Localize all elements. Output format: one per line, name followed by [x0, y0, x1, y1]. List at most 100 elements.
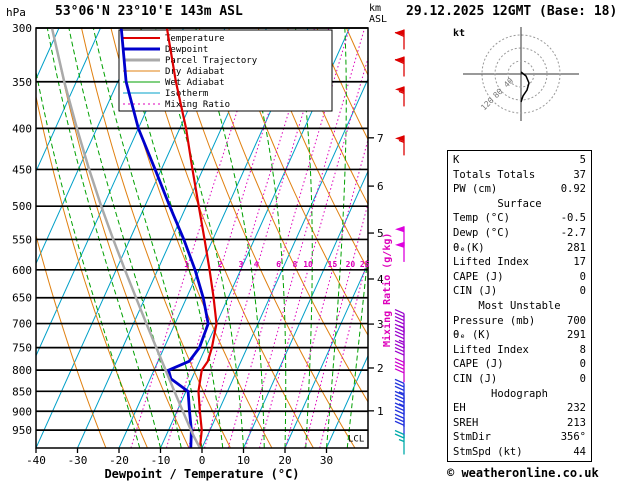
- mixing-ratio-axis-label: Mixing Ratio (g/kg): [381, 233, 393, 347]
- svg-text:-20: -20: [109, 454, 129, 467]
- stat-label: PW (cm): [453, 183, 498, 196]
- stat-value: -2.7: [560, 226, 586, 239]
- svg-text:Mixing Ratio: Mixing Ratio: [165, 100, 230, 110]
- svg-text:Dewpoint / Temperature (°C): Dewpoint / Temperature (°C): [104, 467, 299, 481]
- wind-barb: [395, 86, 405, 107]
- table-row: Lifted Index 17: [448, 255, 591, 270]
- stat-label: CIN (J): [453, 372, 498, 385]
- stat-value: 5: [579, 154, 586, 166]
- axis-labels: 3003504004505005506006507007508008509009…: [12, 22, 393, 481]
- wind-barb: [394, 56, 405, 77]
- svg-text:6: 6: [276, 260, 281, 269]
- svg-text:750: 750: [12, 342, 32, 355]
- svg-text:30: 30: [320, 454, 333, 467]
- svg-text:Temperature: Temperature: [165, 34, 225, 44]
- stat-value: 700: [567, 314, 586, 327]
- wind-barb: [395, 241, 405, 262]
- svg-text:450: 450: [12, 163, 32, 176]
- hodograph-ring-label: 120: [479, 96, 496, 113]
- stat-label: StmDir: [453, 431, 491, 444]
- table-row: CIN (J) 0: [448, 284, 591, 299]
- hodograph-ring: [481, 34, 561, 114]
- stat-label: Lifted Index: [453, 343, 529, 356]
- table-row: StmSpd (kt) 44: [448, 445, 591, 460]
- altitude-axis-unit: km ASL: [369, 3, 387, 25]
- stat-label: EH: [453, 402, 466, 415]
- stat-label: SREH: [453, 416, 479, 429]
- svg-text:-10: -10: [151, 454, 171, 467]
- stat-value: 232: [567, 402, 586, 415]
- svg-text:8: 8: [293, 260, 298, 269]
- table-row: θₑ(K) 281: [448, 241, 591, 256]
- stat-label: CAPE (J): [453, 270, 504, 283]
- pressure-axis-unit: hPa: [6, 6, 26, 19]
- stat-value: 0: [579, 285, 586, 298]
- svg-text:Isotherm: Isotherm: [165, 89, 208, 99]
- svg-text:1: 1: [377, 405, 384, 418]
- svg-text:4: 4: [377, 273, 384, 286]
- stat-label: Temp (°C): [453, 212, 510, 225]
- table-row: EH 232: [448, 401, 591, 416]
- svg-text:800: 800: [12, 364, 32, 377]
- hodograph-ring: [507, 60, 535, 88]
- svg-text:Parcel Trajectory: Parcel Trajectory: [165, 56, 258, 66]
- wind-barb: [395, 135, 405, 156]
- stat-label: K: [453, 154, 460, 166]
- stat-value: 356°: [560, 431, 586, 444]
- stat-label: CAPE (J): [453, 358, 504, 371]
- stat-value: 213: [567, 416, 586, 429]
- stat-value: 17: [573, 256, 586, 269]
- wind-barb: [394, 339, 405, 365]
- table-section-header: Surface: [497, 197, 542, 210]
- table-row: Temp (°C) -0.5: [448, 211, 591, 226]
- svg-text:2: 2: [377, 362, 384, 375]
- table-row: PW (cm) 0.92: [448, 182, 591, 197]
- svg-text:Wet Adiabat: Wet Adiabat: [165, 78, 225, 88]
- dewpoint-line: [119, 28, 210, 448]
- altitude-unit-km: km: [369, 3, 382, 14]
- svg-text:25: 25: [360, 260, 370, 269]
- stat-value: -0.5: [560, 212, 586, 225]
- table-section-header: Hodograph: [491, 387, 548, 400]
- table-row: CAPE (J) 0: [448, 270, 591, 285]
- stat-label: StmSpd (kt): [453, 445, 523, 458]
- svg-text:950: 950: [12, 424, 32, 437]
- table-row: Pressure (mb) 700: [448, 314, 591, 329]
- profile-lines: [50, 28, 218, 448]
- table-row: StmDir 356°: [448, 430, 591, 445]
- svg-text:-40: -40: [26, 454, 46, 467]
- table-row: θₑ (K) 291: [448, 328, 591, 343]
- parcel-trajectory-line: [50, 28, 202, 448]
- svg-text:700: 700: [12, 318, 32, 331]
- hodograph-ring-label: 80: [491, 87, 504, 100]
- table-row: Totals Totals 37: [448, 168, 591, 183]
- table-row: SREH 213: [448, 416, 591, 431]
- stat-label: Lifted Index: [453, 256, 529, 269]
- svg-text:3: 3: [238, 260, 243, 269]
- svg-text:6: 6: [377, 180, 384, 193]
- svg-text:850: 850: [12, 385, 32, 398]
- altitude-unit-asl: ASL: [369, 14, 388, 25]
- svg-text:5: 5: [377, 227, 384, 240]
- wind-barbs: [394, 29, 405, 455]
- svg-text:500: 500: [12, 200, 32, 213]
- svg-text:10: 10: [303, 260, 313, 269]
- table-row: Dewp (°C) -2.7: [448, 226, 591, 241]
- svg-text:0: 0: [199, 454, 206, 467]
- stat-label: Pressure (mb): [453, 314, 536, 327]
- svg-text:-30: -30: [68, 454, 88, 467]
- wind-barb: [394, 29, 405, 50]
- svg-text:2: 2: [218, 260, 223, 269]
- stat-value: 8: [579, 343, 586, 356]
- svg-text:LCL: LCL: [348, 434, 364, 444]
- svg-text:900: 900: [12, 405, 32, 418]
- hodograph-unit-label: kt: [453, 28, 465, 39]
- svg-text:550: 550: [12, 233, 32, 246]
- svg-text:400: 400: [12, 122, 32, 135]
- svg-text:20: 20: [346, 260, 356, 269]
- stat-value: 0: [579, 358, 586, 371]
